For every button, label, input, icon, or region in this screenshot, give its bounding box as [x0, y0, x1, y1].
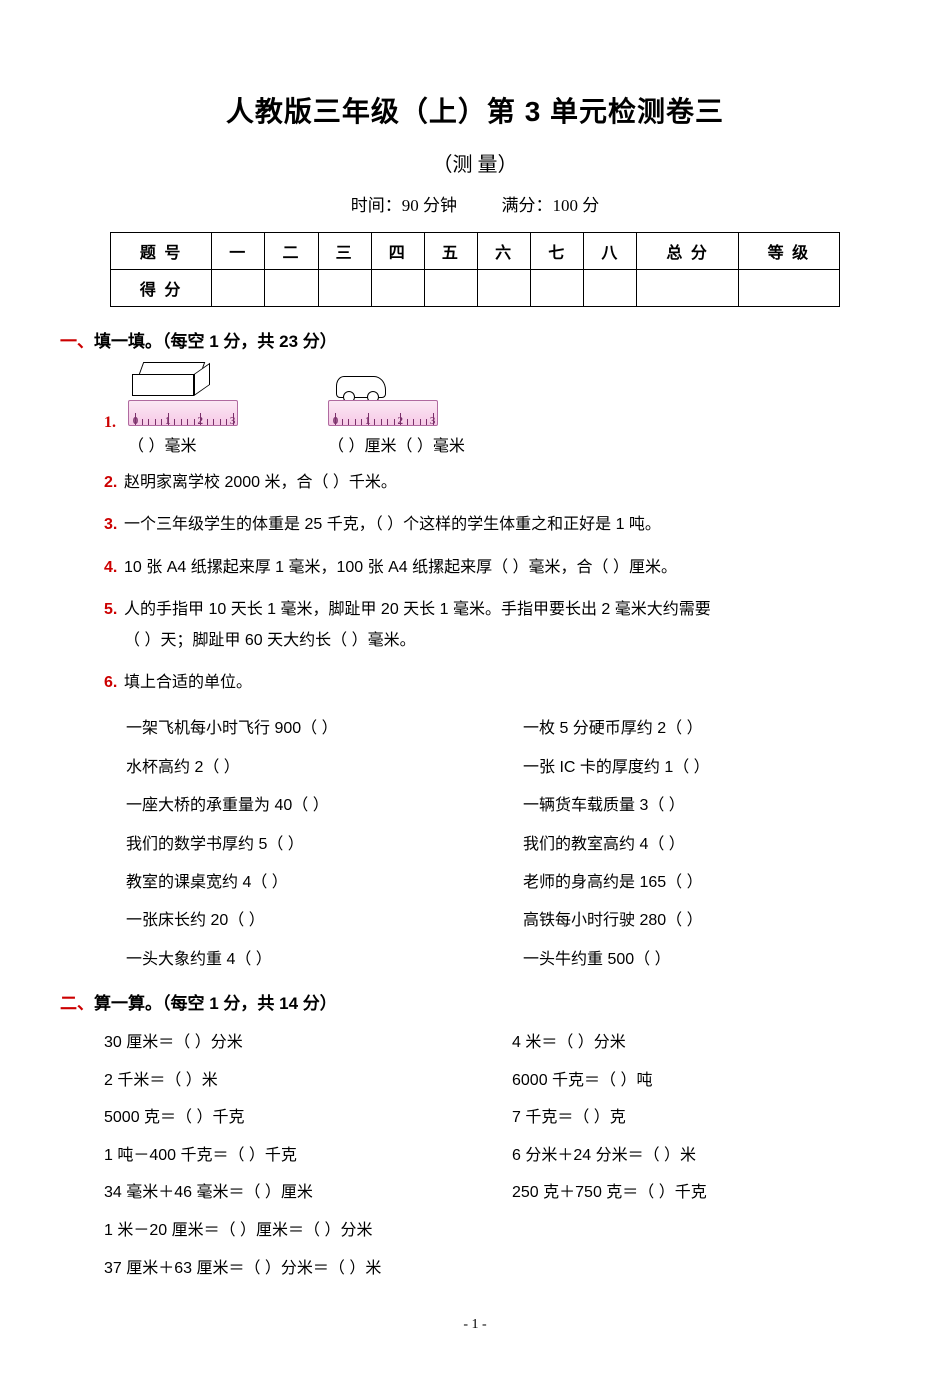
q6-item: 一张床长约 20（ ） [126, 902, 493, 940]
q6-num: 6. [104, 668, 124, 698]
score-header-cell: 一 [212, 233, 265, 270]
score-table: 题 号 一 二 三 四 五 六 七 八 总 分 等 级 得 分 [110, 232, 840, 307]
q2-num: 2. [104, 468, 124, 498]
q6-item: 一头大象约重 4（ ） [126, 941, 493, 979]
score-row-label: 得 分 [111, 270, 212, 307]
calc-item: 5000 克＝（ ）千克 [104, 1099, 482, 1137]
q6-grid: 一架飞机每小时飞行 900（ ） 一枚 5 分硬币厚约 2（ ） 水杯高约 2（ ）… [104, 710, 890, 979]
q6-item: 一座大桥的承重量为 40（ ） [126, 787, 493, 825]
calc-item: 6 分米＋24 分米＝（ ）米 [512, 1137, 890, 1175]
calc-item-full: 1 米－20 厘米＝（ ）厘米＝（ ）分米 [104, 1212, 890, 1250]
ruler-icon: 0123 [128, 400, 238, 426]
score-header-cell: 等 级 [738, 233, 839, 270]
q5: 5.人的手指甲 10 天长 1 毫米，脚趾甲 20 天长 1 毫米。手指甲要长出… [104, 595, 890, 656]
q6-item: 我们的数学书厚约 5（ ） [126, 826, 493, 864]
score-header-cell: 四 [371, 233, 424, 270]
ruler-icon: 0123 [328, 400, 438, 426]
section2-title: 二、算一算。（每空 1 分，共 14 分） [60, 989, 890, 1014]
score-cell [738, 270, 839, 307]
section2-body-text: 算一算。（每空 1 分，共 14 分） [94, 994, 337, 1013]
q6-item: 老师的身高约是 165（ ） [523, 864, 890, 902]
page-title: 人教版三年级（上）第 3 单元检测卷三 [60, 90, 890, 130]
score-header-row: 题 号 一 二 三 四 五 六 七 八 总 分 等 级 [111, 233, 840, 270]
score-cell [265, 270, 318, 307]
meta-full: 满分：100 分 [502, 196, 600, 215]
q6-intro-text: 填上合适的单位。 [124, 674, 252, 691]
calc-item: 2 千米＝（ ）米 [104, 1062, 482, 1100]
q6-item: 一张 IC 卡的厚度约 1（ ） [523, 749, 890, 787]
calc-item-full: 37 厘米＋63 厘米＝（ ）分米＝（ ）米 [104, 1250, 890, 1288]
subtitle: （测 量） [60, 148, 890, 177]
q1-blank2: （ ）厘米（ ）毫米 [328, 432, 465, 456]
q6-item: 一架飞机每小时飞行 900（ ） [126, 710, 493, 748]
score-cell [584, 270, 637, 307]
q6-intro: 6.填上合适的单位。 [104, 668, 890, 698]
score-cell [424, 270, 477, 307]
calc-item: 1 吨－400 千克＝（ ）千克 [104, 1137, 482, 1175]
calc-item: 4 米＝（ ）分米 [512, 1024, 890, 1062]
q5-line1: 人的手指甲 10 天长 1 毫米，脚趾甲 20 天长 1 毫米。手指甲要长出 2… [124, 601, 711, 618]
calc-item: 6000 千克＝（ ）吨 [512, 1062, 890, 1100]
q4-text: 10 张 A4 纸摞起来厚 1 毫米，100 张 A4 纸摞起来厚（ ）毫米，合… [124, 559, 677, 576]
meta-time: 时间：90 分钟 [351, 196, 457, 215]
calc-item: 7 千克＝（ ）克 [512, 1099, 890, 1137]
section1-prefix: 一、 [60, 332, 94, 351]
q1-blank1: （ ）毫米 [128, 432, 196, 456]
q5-line2: （ ）天；脚趾甲 60 天大约长（ ）毫米。 [124, 632, 416, 649]
q3-num: 3. [104, 510, 124, 540]
q2-text: 赵明家离学校 2000 米，合（ ）千米。 [124, 474, 397, 491]
calc-item: 30 厘米＝（ ）分米 [104, 1024, 482, 1062]
eraser-icon [132, 362, 212, 400]
car-icon [336, 376, 386, 398]
q6-item: 一枚 5 分硬币厚约 2（ ） [523, 710, 890, 748]
q4-num: 4. [104, 553, 124, 583]
score-header-cell: 八 [584, 233, 637, 270]
q1-num: 1. [104, 414, 124, 432]
q4: 4.10 张 A4 纸摞起来厚 1 毫米，100 张 A4 纸摞起来厚（ ）毫米… [104, 553, 890, 583]
score-cell [318, 270, 371, 307]
score-header-cell: 二 [265, 233, 318, 270]
score-header-cell: 六 [478, 233, 531, 270]
calc-item: 34 毫米＋46 毫米＝（ ）厘米 [104, 1174, 482, 1212]
score-header-cell: 三 [318, 233, 371, 270]
score-value-row: 得 分 [111, 270, 840, 307]
section2-grid: 30 厘米＝（ ）分米 4 米＝（ ）分米 2 千米＝（ ）米 6000 千克＝（ ）… [60, 1024, 890, 1287]
q1-item-eraser: 0123 （ ）毫米 [128, 362, 238, 456]
q1-row: 1. 0123 （ ）毫米 0123 （ ）厘米（ ）毫米 [104, 362, 890, 456]
exam-meta: 时间：90 分钟 满分：100 分 [60, 191, 890, 216]
score-cell [371, 270, 424, 307]
q6-item: 一头牛约重 500（ ） [523, 941, 890, 979]
score-cell [531, 270, 584, 307]
score-header-cell: 七 [531, 233, 584, 270]
section1-body: 1. 0123 （ ）毫米 0123 （ ）厘米（ ）毫米 2.赵明家离学校 2… [60, 362, 890, 979]
q6-item: 水杯高约 2（ ） [126, 749, 493, 787]
q6-item: 一辆货车载质量 3（ ） [523, 787, 890, 825]
section1-title: 一、填一填。（每空 1 分，共 23 分） [60, 327, 890, 352]
score-cell [212, 270, 265, 307]
calc-item: 250 克＋750 克＝（ ）千克 [512, 1174, 890, 1212]
q3-text: 一个三年级学生的体重是 25 千克，（ ）个这样的学生体重之和正好是 1 吨。 [124, 516, 661, 533]
section1-body: 填一填。（每空 1 分，共 23 分） [94, 332, 337, 351]
score-cell [637, 270, 738, 307]
q6-item: 教室的课桌宽约 4（ ） [126, 864, 493, 902]
score-cell [478, 270, 531, 307]
score-header-cell: 题 号 [111, 233, 212, 270]
q6-item: 高铁每小时行驶 280（ ） [523, 902, 890, 940]
q1-item-car: 0123 （ ）厘米（ ）毫米 [328, 376, 465, 456]
q6-item: 我们的教室高约 4（ ） [523, 826, 890, 864]
q5-num: 5. [104, 595, 124, 625]
q2: 2.赵明家离学校 2000 米，合（ ）千米。 [104, 468, 890, 498]
score-header-cell: 总 分 [637, 233, 738, 270]
q3: 3.一个三年级学生的体重是 25 千克，（ ）个这样的学生体重之和正好是 1 吨… [104, 510, 890, 540]
score-header-cell: 五 [424, 233, 477, 270]
section2-prefix: 二、 [60, 994, 94, 1013]
page-footer: - 1 - [60, 1317, 890, 1333]
